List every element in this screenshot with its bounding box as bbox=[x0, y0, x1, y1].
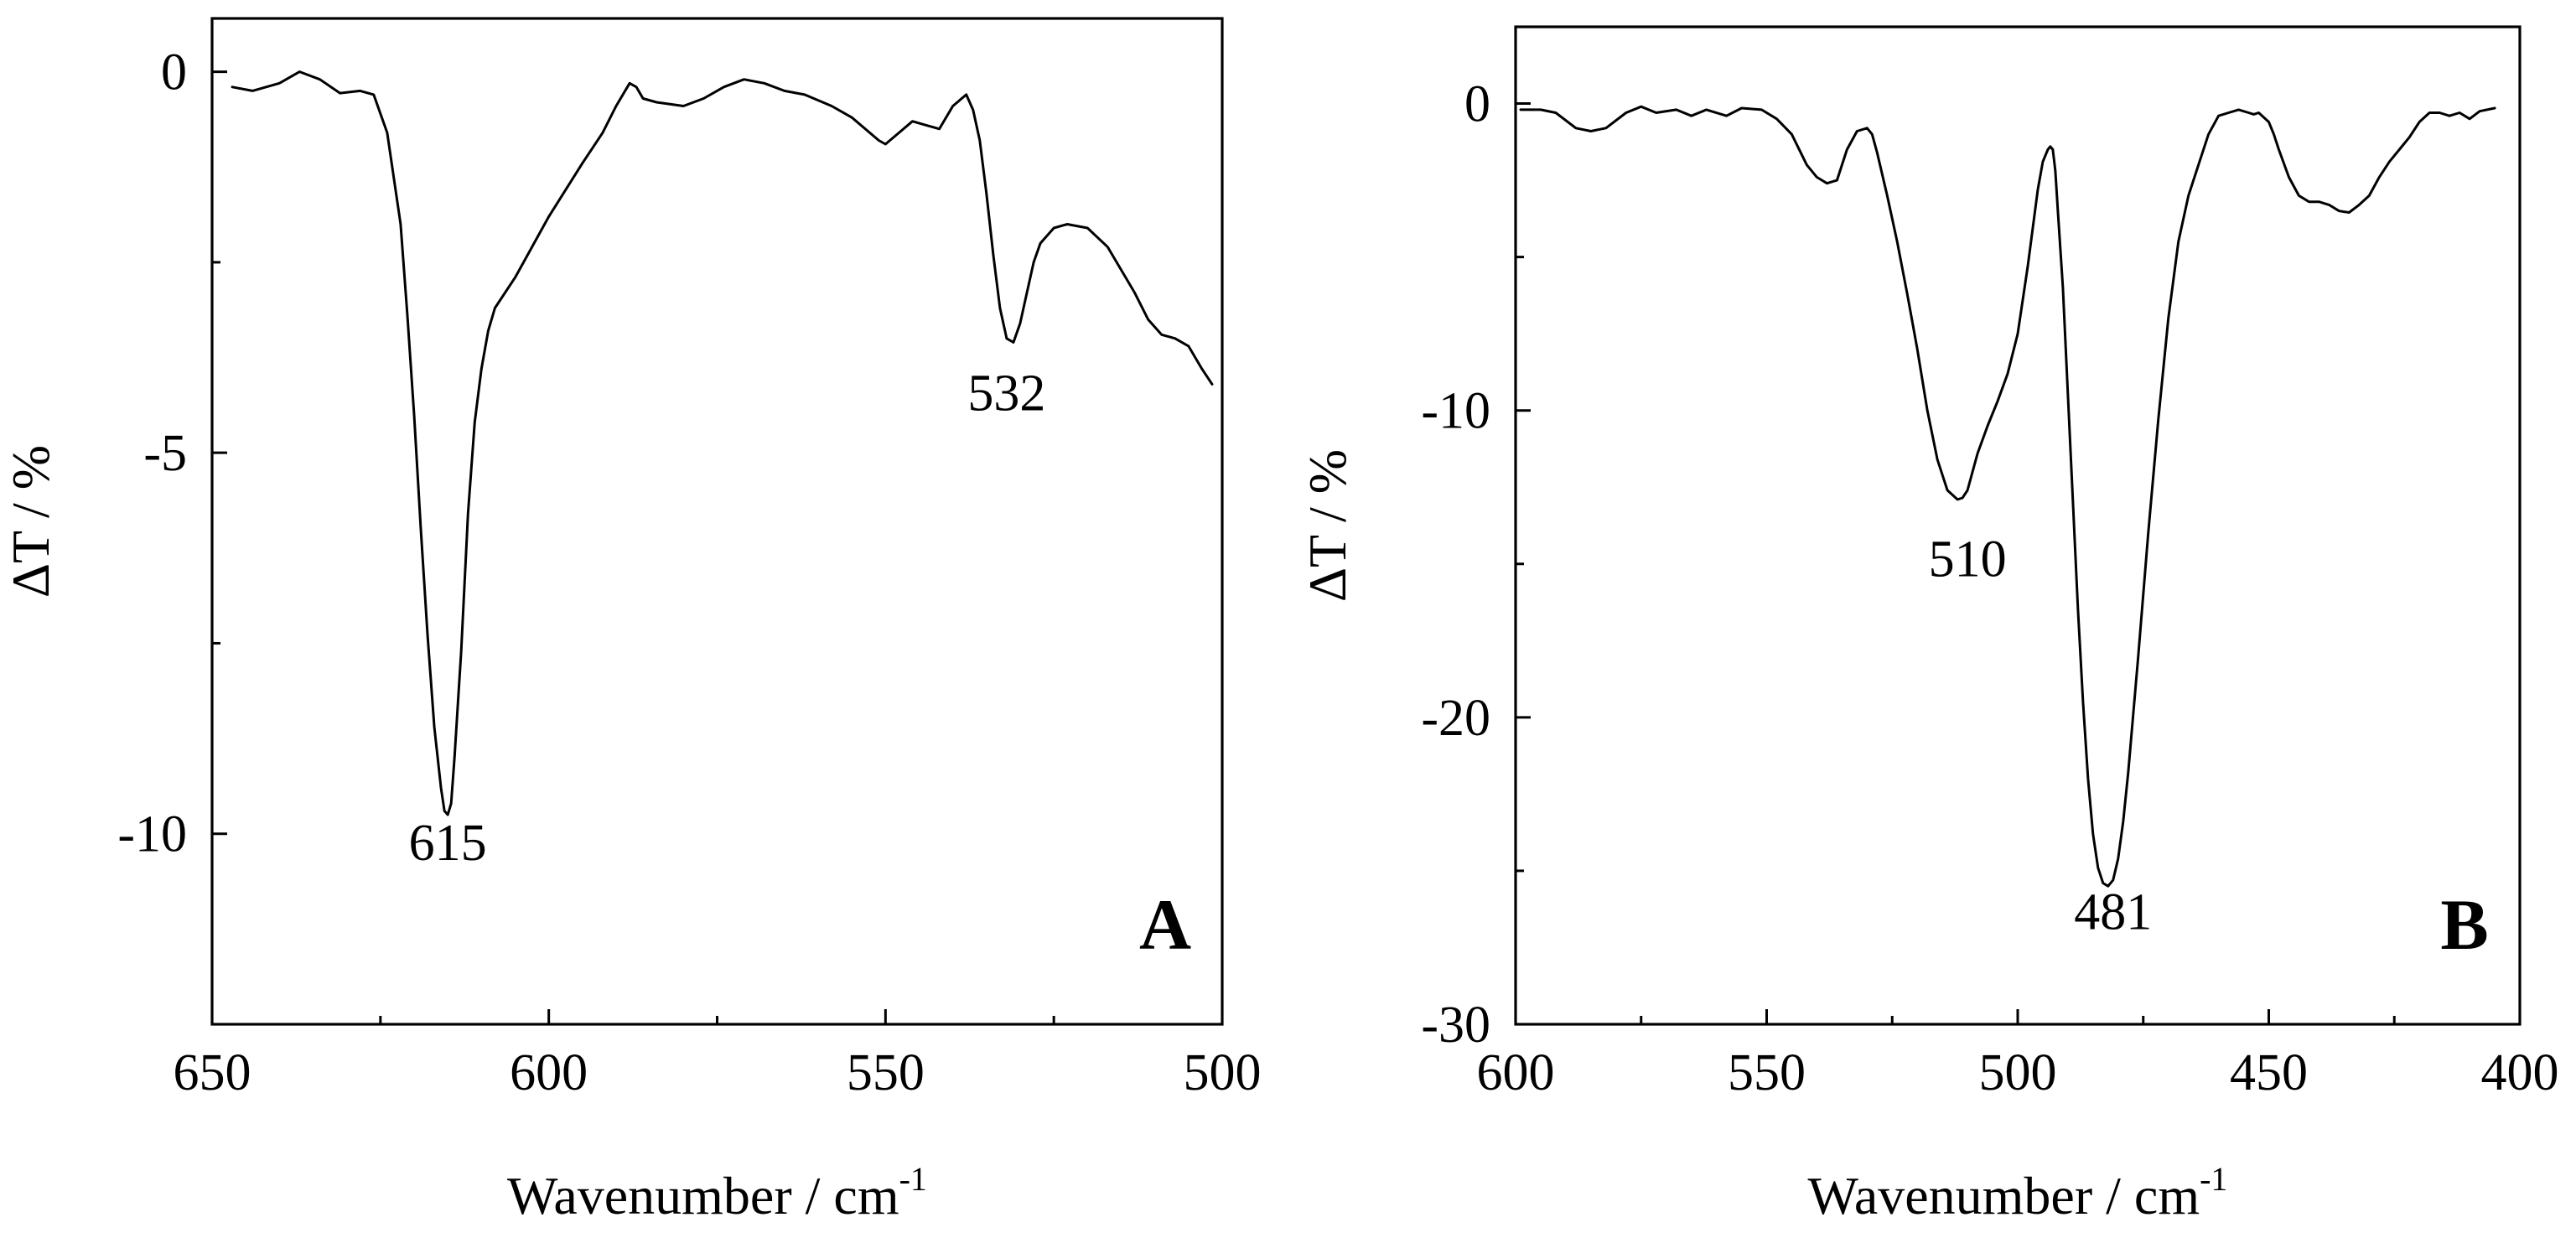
panel-b-panel-letter: B bbox=[2440, 884, 2488, 965]
panel-a-panel-letter: A bbox=[1139, 884, 1191, 965]
panel-a-y-tick-label: -10 bbox=[117, 806, 187, 863]
panel-b-y-tick-label: -10 bbox=[1421, 383, 1490, 440]
panel-b-x-tick-label: 600 bbox=[1477, 1044, 1555, 1101]
panel-b-chart: 600 550 500 450 400 0 -10 -20 -30 510 481 B Wavenumb… bbox=[1298, 25, 2559, 1225]
panel-a-y-tick-label: 0 bbox=[161, 44, 187, 101]
panel-b-y-axis-title: ΔT / % bbox=[1298, 449, 1357, 602]
panel-b-x-tick-label: 450 bbox=[2230, 1044, 2308, 1101]
panel-a-peak-label: 615 bbox=[409, 815, 487, 872]
panel-a-chart: 650 600 550 500 0 -5 -10 615 532 A Wavenumber / cm… bbox=[1, 17, 1262, 1225]
panel-b-y-tick-label: 0 bbox=[1464, 76, 1490, 133]
panel-a-x-tick-label: 650 bbox=[174, 1044, 251, 1101]
panel-b-peak-label: 510 bbox=[1929, 531, 2007, 588]
panel-a-x-tick-label: 600 bbox=[510, 1044, 588, 1101]
panel-b-y-tick-label: -30 bbox=[1421, 997, 1490, 1054]
panel-a-x-tick-label: 550 bbox=[847, 1044, 925, 1101]
panel-a-series-line bbox=[231, 70, 1214, 816]
panel-b-y-tick-label: -20 bbox=[1421, 690, 1490, 747]
panel-a-x-tick-label: 500 bbox=[1184, 1044, 1262, 1101]
panel-b-plot-frame bbox=[1514, 25, 2522, 1026]
panel-b-x-tick-label: 400 bbox=[2481, 1044, 2559, 1101]
panel-b-peak-label: 481 bbox=[2074, 884, 2152, 941]
panel-b-x-axis-title: Wavenumber / cm-1 bbox=[1808, 1160, 2228, 1225]
panel-a-plot-frame bbox=[210, 17, 1224, 1026]
panel-a-y-tick-label: -5 bbox=[143, 425, 187, 482]
panel-b-series-line bbox=[1519, 105, 2496, 888]
panel-a-peak-label: 532 bbox=[967, 365, 1045, 422]
panel-b-x-tick-label: 500 bbox=[1979, 1044, 2057, 1101]
panel-a-x-axis-title: Wavenumber / cm-1 bbox=[507, 1160, 927, 1225]
panel-b-x-tick-label: 550 bbox=[1728, 1044, 1806, 1101]
panel-a-y-axis-title: ΔT / % bbox=[1, 445, 60, 598]
